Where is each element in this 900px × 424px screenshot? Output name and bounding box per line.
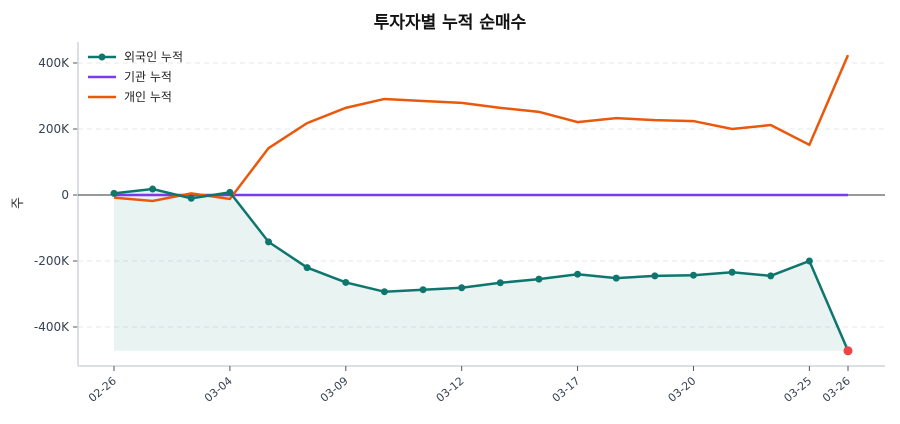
y-tick-label: 0	[61, 188, 69, 202]
data-point-marker	[496, 279, 504, 287]
series-line-2	[113, 54, 850, 203]
data-point-marker	[265, 238, 273, 246]
x-tick-label: 03-20	[666, 374, 699, 405]
data-point-marker	[574, 270, 582, 278]
chart-title: 투자자별 누적 순매수	[374, 13, 527, 33]
data-point-marker	[149, 185, 157, 193]
x-tick-label: 03-04	[202, 374, 235, 405]
data-point-marker	[535, 275, 543, 283]
x-tick-label: 03-17	[550, 374, 583, 405]
data-point-marker	[458, 284, 466, 292]
data-point-marker	[110, 189, 118, 197]
legend-label: 개인 누적	[124, 90, 172, 104]
data-point-marker	[805, 257, 813, 265]
legend-label: 기관 누적	[124, 70, 172, 84]
series-line-0	[113, 187, 850, 352]
x-tick-label: 03-12	[434, 374, 467, 405]
legend-label: 외국인 누적	[124, 50, 183, 64]
data-point-marker	[187, 194, 195, 202]
y-tick-label: 200K	[38, 122, 70, 136]
x-tick-label: 03-09	[318, 374, 351, 405]
x-tick-label: 03-26	[820, 374, 853, 405]
data-point-marker	[226, 188, 234, 196]
x-tick-label: 02-26	[86, 374, 119, 405]
series-fill-area	[114, 189, 848, 351]
data-point-marker	[342, 278, 350, 286]
data-point-marker	[767, 272, 775, 280]
y-tick-label: 400K	[38, 56, 70, 70]
data-point-marker	[303, 264, 311, 272]
data-point-marker	[651, 272, 659, 280]
data-point-marker	[689, 271, 697, 279]
y-tick-label: -200K	[34, 254, 70, 268]
data-point-marker	[612, 274, 620, 282]
last-point-marker	[843, 346, 853, 356]
y-axis-label: 주	[11, 197, 26, 209]
y-tick-label: -400K	[34, 320, 70, 334]
legend-marker	[98, 53, 106, 61]
data-point-marker	[419, 286, 427, 294]
data-point-marker	[728, 268, 736, 276]
x-tick-label: 03-25	[781, 374, 814, 405]
data-point-marker	[380, 288, 388, 296]
